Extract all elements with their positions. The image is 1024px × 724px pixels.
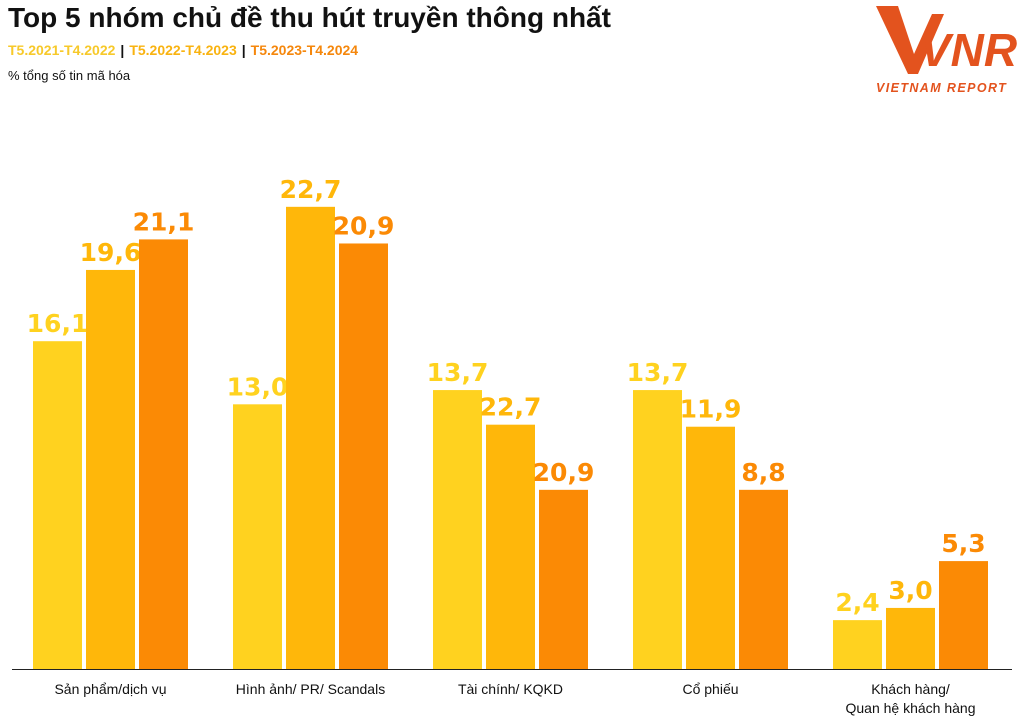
bar bbox=[833, 620, 882, 669]
legend-item-1: T5.2021-T4.2022 bbox=[8, 42, 116, 58]
bar-value-label: 22,7 bbox=[480, 393, 542, 422]
category-label: Hình ảnh/ PR/ Scandals bbox=[236, 681, 385, 697]
bar-value-label: 2,4 bbox=[835, 588, 879, 617]
bar bbox=[539, 489, 588, 669]
chart-title: Top 5 nhóm chủ đề thu hút truyền thông n… bbox=[8, 2, 611, 33]
bar-value-label: 20,9 bbox=[333, 211, 395, 240]
bar-value-label: 20,9 bbox=[533, 458, 595, 487]
legend-item-2: T5.2022-T4.2023 bbox=[129, 42, 237, 58]
bar-value-label: 3,0 bbox=[888, 576, 932, 605]
bar bbox=[233, 404, 282, 669]
bar bbox=[139, 239, 188, 670]
bar-value-label: 22,7 bbox=[280, 175, 342, 204]
bar bbox=[486, 424, 535, 669]
category-label: Sản phẩm/dịch vụ bbox=[54, 681, 166, 697]
bar-value-label: 19,6 bbox=[80, 238, 142, 267]
bar-value-label: 21,1 bbox=[133, 207, 195, 236]
bar-value-label: 8,8 bbox=[741, 458, 785, 487]
bar bbox=[286, 206, 335, 669]
bar-value-label: 11,9 bbox=[680, 395, 742, 424]
category-label: Quan hệ khách hàng bbox=[846, 700, 976, 716]
legend-separator: | bbox=[241, 42, 246, 58]
bar-value-label: 5,3 bbox=[941, 529, 985, 558]
bar bbox=[886, 607, 935, 669]
bar bbox=[33, 341, 82, 669]
bar bbox=[739, 489, 788, 669]
category-label: Tài chính/ KQKD bbox=[458, 681, 563, 697]
bar bbox=[686, 426, 735, 669]
bar bbox=[939, 561, 988, 669]
bar bbox=[86, 269, 135, 669]
category-label: Cổ phiếu bbox=[682, 681, 738, 697]
logo-caption: VIETNAM REPORT bbox=[876, 81, 1007, 95]
vnr-logo: VNR VIETNAM REPORT bbox=[876, 6, 1017, 95]
legend-separator: | bbox=[120, 42, 125, 58]
bar bbox=[339, 243, 388, 669]
bar-value-label: 13,7 bbox=[627, 358, 689, 387]
chart-subtitle: % tổng số tin mã hóa bbox=[8, 68, 131, 83]
bar-value-label: 13,0 bbox=[227, 372, 289, 401]
logo-mark bbox=[876, 6, 944, 74]
logo-letters: VNR bbox=[920, 24, 1017, 76]
category-label: Khách hàng/ bbox=[871, 681, 950, 697]
bar-value-label: 13,7 bbox=[427, 358, 489, 387]
bar bbox=[633, 390, 682, 669]
legend-item-3: T5.2023-T4.2024 bbox=[250, 42, 359, 58]
legend: T5.2021-T4.2022 | T5.2022-T4.2023 | T5.2023-… bbox=[8, 42, 358, 58]
bar-value-label: 16,1 bbox=[27, 309, 89, 338]
bar bbox=[433, 390, 482, 669]
